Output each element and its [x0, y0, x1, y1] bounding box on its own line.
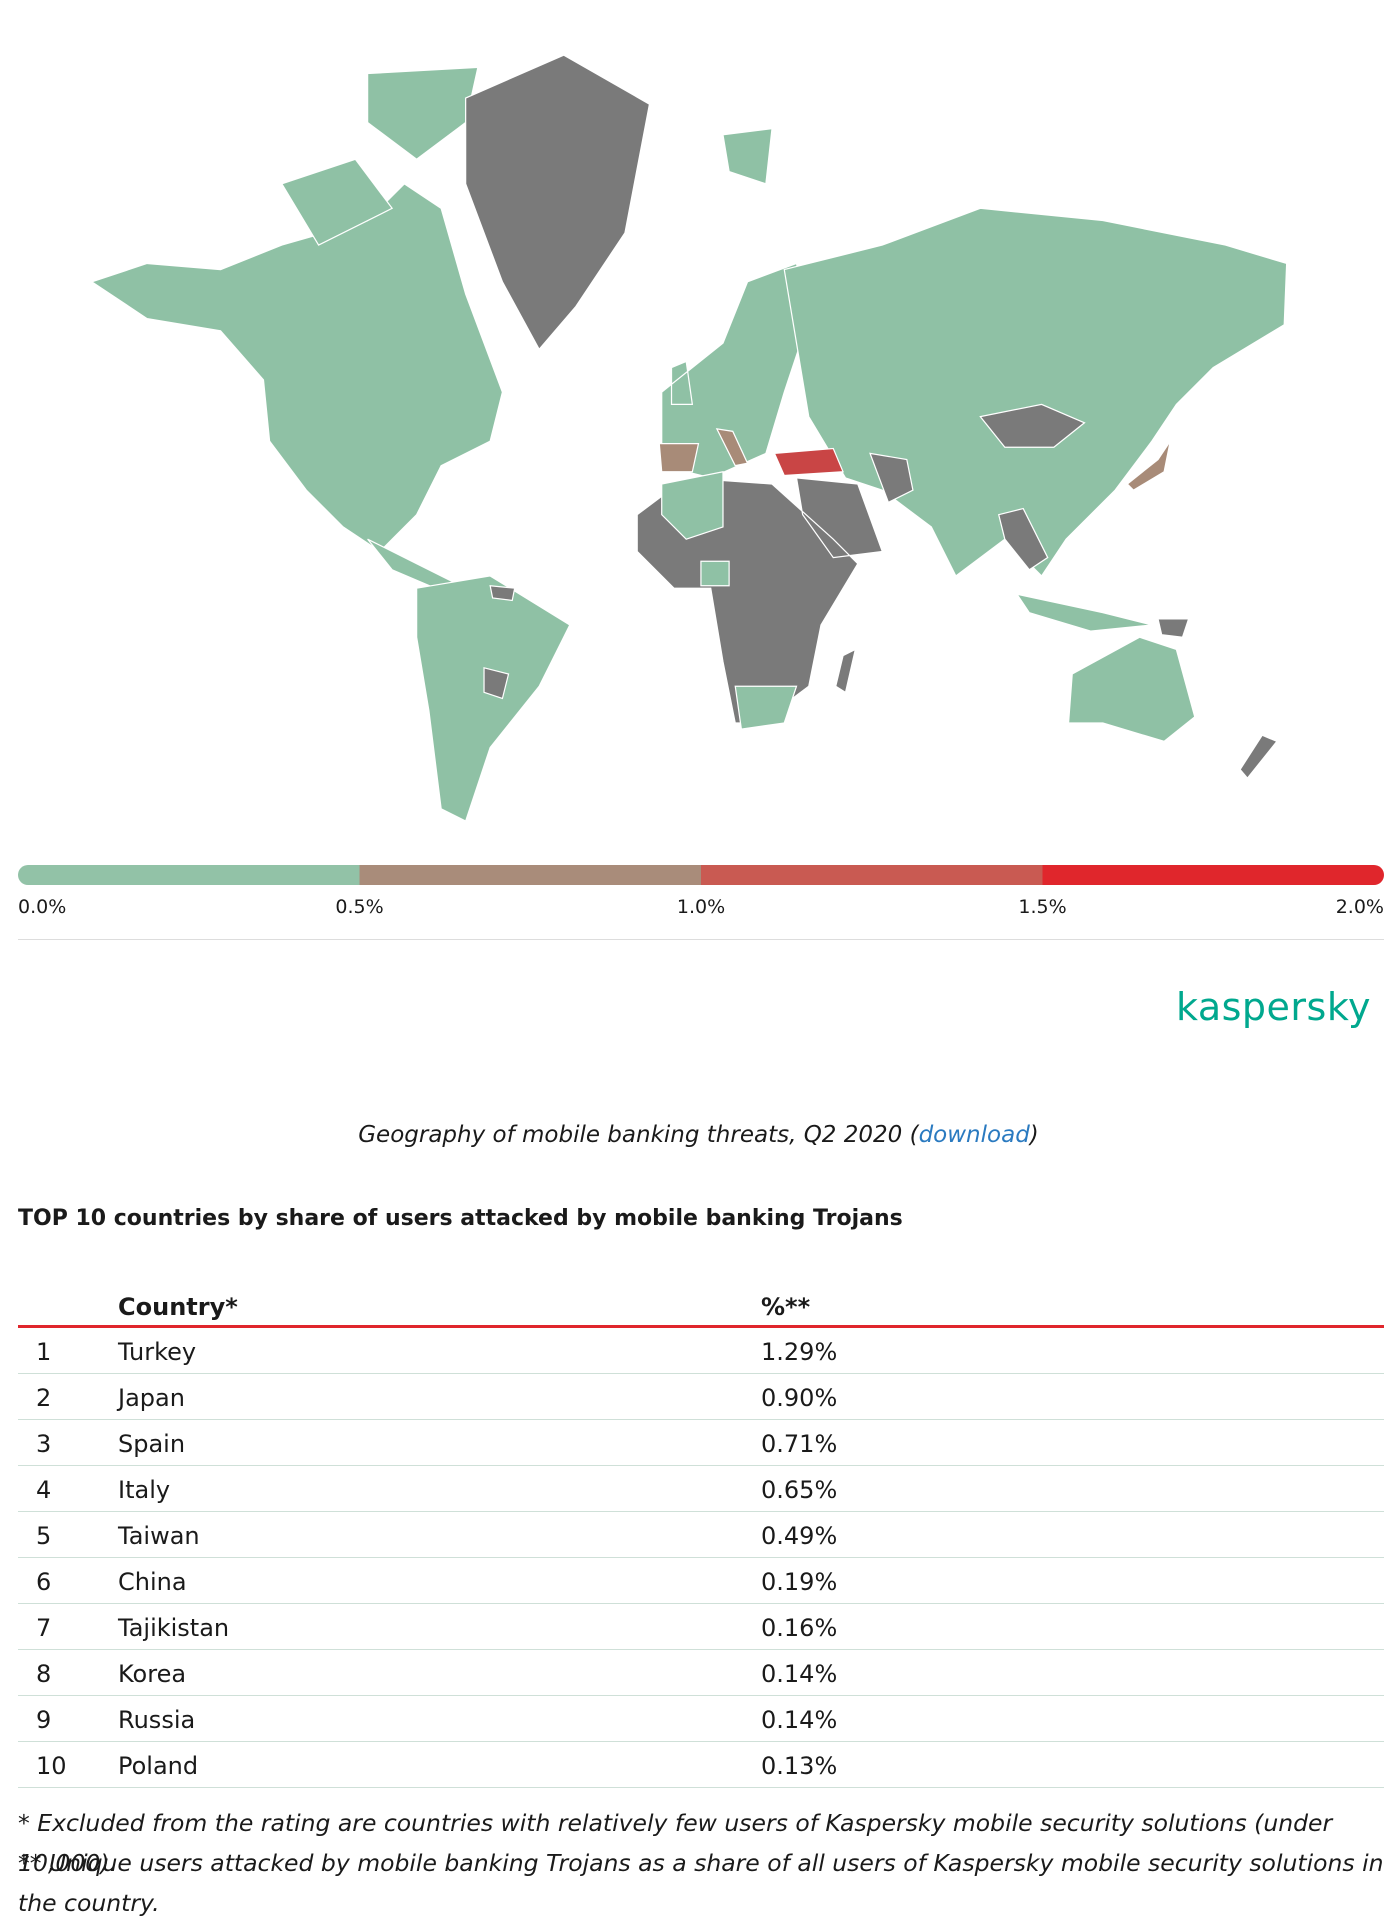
legend-label: 1.0%	[676, 896, 726, 918]
legend-label: 2.0%	[1335, 896, 1384, 918]
table-row: 1 Turkey 1.29%	[18, 1328, 1384, 1374]
header-cell: Country*	[118, 1293, 238, 1321]
legend-label: 0.0%	[18, 896, 67, 918]
table-title: TOP 10 countries by share of users attac…	[18, 1206, 903, 1231]
table-cell: Taiwan	[118, 1522, 200, 1550]
table-cell: 0.65%	[761, 1476, 838, 1504]
table-cell: 0.71%	[761, 1430, 838, 1458]
legend-swatch	[1042, 865, 1384, 885]
table-cell: Spain	[118, 1430, 186, 1458]
table-cell: 0.19%	[761, 1568, 838, 1596]
table-row: 8 Korea 0.14%	[18, 1650, 1384, 1696]
table-cell: 6	[36, 1568, 52, 1596]
table-cell: 7	[36, 1614, 52, 1642]
table-row: 2 Japan 0.90%	[18, 1374, 1384, 1420]
legend-swatch	[701, 865, 1043, 885]
table-row: 5 Taiwan 0.49%	[18, 1512, 1384, 1558]
separator	[18, 939, 1384, 940]
table-row: 6 China 0.19%	[18, 1558, 1384, 1604]
footnote: ** Unique users attacked by mobile banki…	[18, 1849, 1384, 1917]
table-cell: 0.16%	[761, 1614, 838, 1642]
table-cell: 0.90%	[761, 1384, 838, 1412]
table-row: 4 Italy 0.65%	[18, 1466, 1384, 1512]
table-cell: 8	[36, 1660, 52, 1688]
table-cell: 1	[36, 1338, 52, 1366]
table-cell: Japan	[118, 1384, 185, 1412]
table-row: 10 Poland 0.13%	[18, 1742, 1384, 1788]
header-cell: %**	[761, 1293, 811, 1321]
table-cell: Italy	[118, 1476, 171, 1504]
world-map	[90, 54, 1288, 822]
table-cell: 5	[36, 1522, 52, 1550]
table-cell: 2	[36, 1384, 52, 1412]
table-cell: Korea	[118, 1660, 187, 1688]
legend-bar	[18, 865, 1384, 885]
table: Country* %** 1 Turkey 1.29% 2 Japan 0.90% 3 Spa…	[18, 1283, 1384, 1788]
table-cell: 3	[36, 1430, 52, 1458]
table-row: 9 Russia 0.14%	[18, 1696, 1384, 1742]
table-cell: 0.14%	[761, 1706, 838, 1734]
caption-text: )	[1029, 1122, 1039, 1148]
footnote: * Excluded from the rating are countries…	[18, 1809, 1333, 1877]
table-header: Country* %**	[18, 1283, 1384, 1328]
table-row: 3 Spain 0.71%	[18, 1420, 1384, 1466]
logo: kaspersky	[1176, 985, 1371, 1029]
table-cell: China	[118, 1568, 187, 1596]
table-row: 7 Tajikistan 0.16%	[18, 1604, 1384, 1650]
legend-label: 0.5%	[335, 896, 384, 918]
legend-label: 1.5%	[1018, 896, 1067, 918]
legend-swatch	[18, 865, 360, 885]
table-cell: Russia	[118, 1706, 196, 1734]
table-cell: 4	[36, 1476, 52, 1504]
table-cell: 0.13%	[761, 1752, 838, 1780]
table-cell: 0.14%	[761, 1660, 838, 1688]
table-cell: Turkey	[118, 1338, 197, 1366]
caption-text: Geography of mobile banking threats, Q2 …	[358, 1122, 919, 1148]
legend-swatch	[359, 865, 702, 885]
caption: Geography of mobile banking threats, Q2 …	[0, 1122, 1397, 1148]
table-cell: 10	[36, 1752, 67, 1780]
download-link[interactable]: download	[918, 1122, 1030, 1148]
table-cell: 0.49%	[761, 1522, 838, 1550]
table-cell: Tajikistan	[118, 1614, 230, 1642]
table-cell: 9	[36, 1706, 52, 1734]
table-cell: Poland	[118, 1752, 199, 1780]
table-cell: 1.29%	[761, 1338, 838, 1366]
